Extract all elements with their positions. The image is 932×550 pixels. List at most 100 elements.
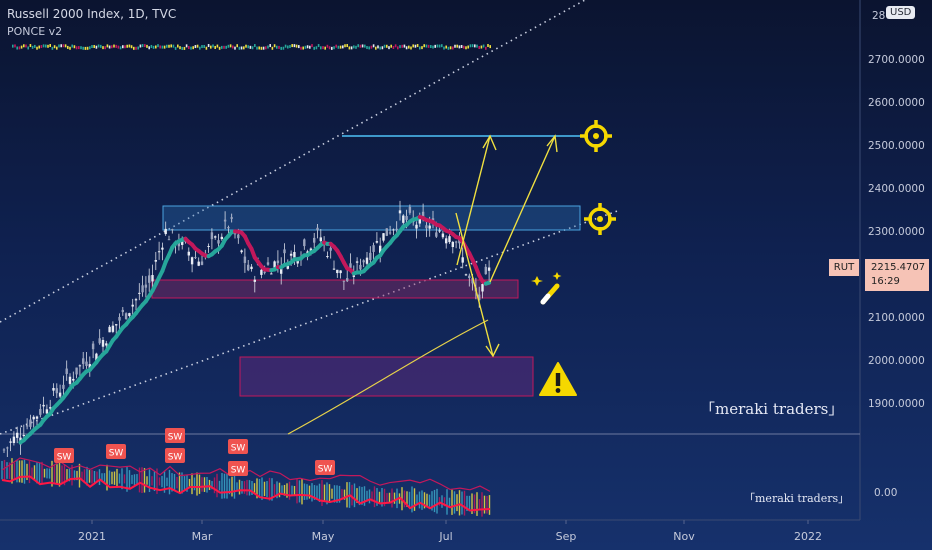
- indicator-name[interactable]: PONCE v2: [7, 25, 63, 38]
- sw-marker-label: SW: [231, 466, 246, 476]
- candle-body: [240, 250, 243, 253]
- indicator-dot: [16, 46, 18, 50]
- candle-body: [144, 284, 148, 288]
- candle-body: [49, 407, 52, 409]
- price-axis-label: 1900.0000: [868, 398, 925, 410]
- indicator-dot: [328, 46, 331, 50]
- watermark-sub: 「meraki traders」: [744, 492, 850, 505]
- indicator-dot: [40, 45, 43, 49]
- candle-body: [194, 257, 197, 259]
- indicator-dot: [157, 44, 159, 48]
- candle-body: [134, 299, 138, 301]
- indicator-dot: [315, 46, 318, 50]
- indicator-dot: [456, 44, 458, 48]
- currency-badge[interactable]: USD: [886, 6, 916, 19]
- indicator-dot: [355, 45, 357, 49]
- indicator-dot: [31, 45, 34, 49]
- candle-body: [293, 252, 296, 258]
- candle-body: [365, 257, 369, 264]
- indicator-dot: [163, 45, 166, 49]
- candle-body: [336, 269, 339, 274]
- indicator-dot: [265, 46, 267, 50]
- indicator-dot: [267, 45, 269, 49]
- indicator-dot: [430, 45, 432, 49]
- indicator-dot: [394, 44, 397, 48]
- candle-body: [471, 277, 474, 284]
- indicator-dot: [93, 45, 95, 49]
- indicator-dot: [170, 44, 172, 48]
- candle-body: [62, 384, 65, 389]
- indicator-dot: [247, 45, 249, 49]
- candle-body: [352, 275, 355, 277]
- indicator-dot: [190, 46, 192, 50]
- indicator-dot: [397, 46, 399, 50]
- candle-body: [326, 256, 329, 258]
- candle-body: [286, 266, 289, 269]
- indicator-dot: [133, 46, 135, 50]
- candle-body: [276, 260, 280, 264]
- indicator-dot: [25, 44, 27, 48]
- indicator-dot: [300, 46, 302, 50]
- indicator-dot: [342, 45, 344, 49]
- indicator-dot: [161, 45, 164, 49]
- candle-body: [385, 228, 388, 236]
- candle-body: [283, 249, 286, 254]
- indicator-dot: [419, 46, 421, 50]
- indicator-dot: [381, 46, 384, 50]
- indicator-dot: [146, 44, 148, 48]
- indicator-dot: [295, 44, 298, 48]
- indicator-dot: [403, 44, 406, 48]
- indicator-dot: [392, 45, 395, 49]
- candle-body: [72, 378, 75, 381]
- candle-body: [164, 228, 167, 235]
- crosshair-target-icon: [584, 203, 616, 235]
- indicator-dot: [115, 44, 117, 48]
- indicator-dot: [353, 45, 355, 49]
- indicator-dot: [421, 46, 423, 50]
- indicator-dot: [447, 46, 450, 50]
- candle-body: [448, 236, 451, 243]
- candle-body: [230, 217, 233, 219]
- indicator-dot: [383, 44, 386, 48]
- candle-body: [35, 416, 39, 419]
- candle-body: [441, 233, 445, 238]
- last-price-tag: 2215.4707 16:29: [865, 259, 929, 291]
- indicator-dot: [238, 46, 241, 50]
- time-axis-label: 2022: [794, 530, 822, 543]
- candle-body: [362, 260, 365, 263]
- indicator-dot: [465, 46, 467, 50]
- channel-upper-line: [0, 0, 586, 323]
- indicator-dot: [166, 44, 168, 48]
- indicator-dot: [29, 44, 32, 48]
- price-axis-label: 2300.0000: [868, 226, 925, 238]
- indicator-dot: [390, 44, 392, 48]
- target-zone-lower: [239, 356, 534, 397]
- indicator-dot: [408, 45, 410, 49]
- indicator-dot: [12, 44, 14, 48]
- candle-body: [2, 449, 6, 451]
- indicator-dot: [260, 46, 263, 50]
- candle-body: [148, 275, 151, 283]
- indicator-dot: [69, 46, 71, 50]
- candle-body: [22, 434, 25, 436]
- candle-body: [29, 419, 32, 427]
- indicator-dot: [469, 44, 472, 48]
- indicator-dot: [311, 44, 313, 48]
- support-zone: [151, 279, 519, 299]
- candle-body: [461, 257, 464, 263]
- indicator-dot: [23, 44, 25, 48]
- candle-body: [171, 229, 174, 231]
- indicator-dot: [192, 46, 194, 50]
- candle-body: [217, 240, 220, 244]
- sw-marker: SW: [54, 448, 74, 463]
- indicator-dot: [478, 45, 480, 49]
- sw-markers: SW SW SW SW SW SW SW: [54, 428, 335, 476]
- candle-body: [138, 292, 141, 294]
- indicator-dot: [201, 45, 203, 49]
- indicator-dot: [67, 45, 69, 49]
- indicator-dot: [56, 46, 58, 50]
- indicator-dot: [216, 44, 219, 48]
- price-axis-top-partial: 28: [872, 10, 885, 22]
